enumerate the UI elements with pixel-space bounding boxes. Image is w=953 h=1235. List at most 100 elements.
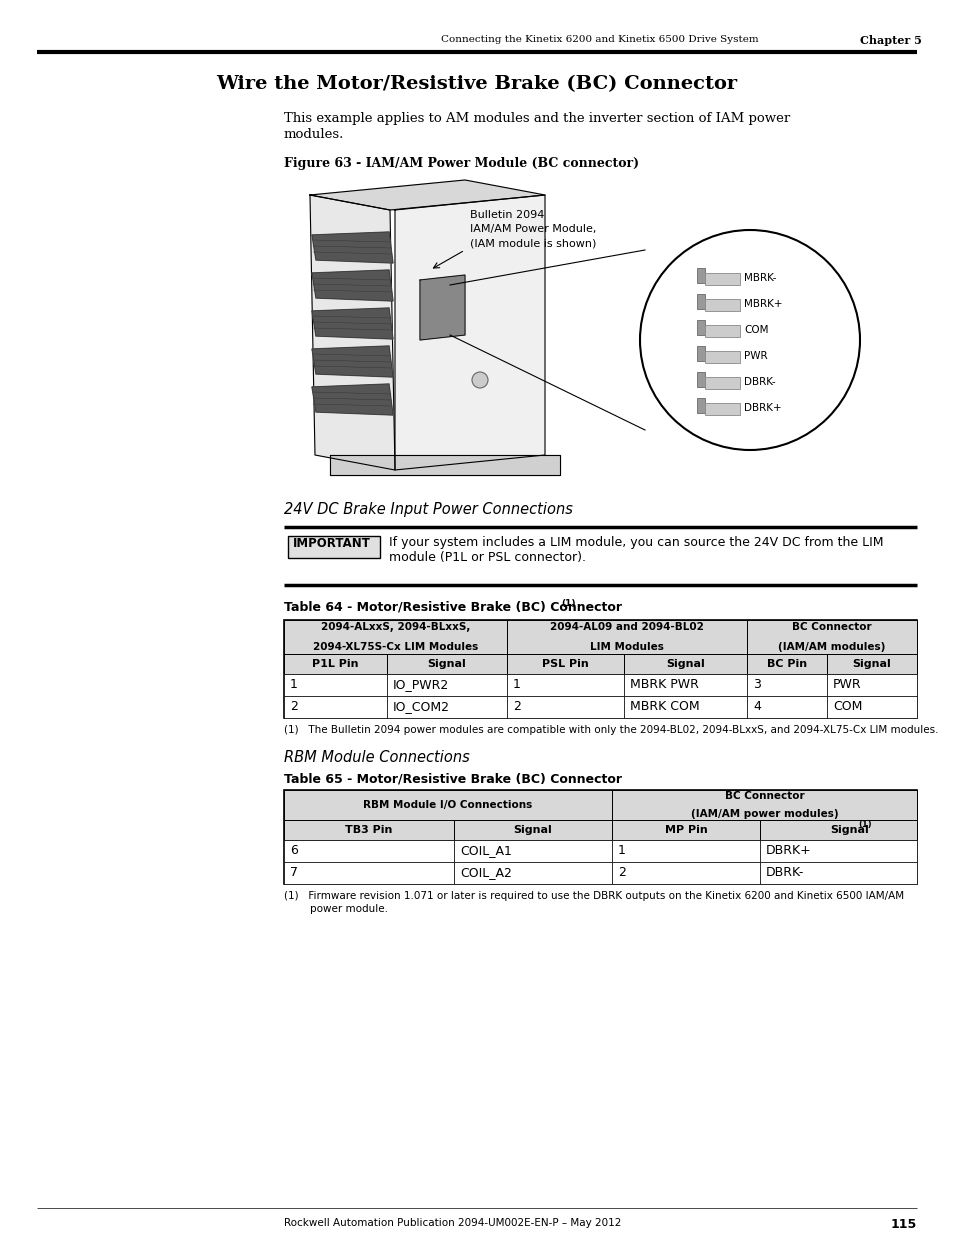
Polygon shape — [312, 384, 393, 415]
Polygon shape — [312, 308, 393, 338]
Text: PWR: PWR — [832, 678, 861, 692]
Text: RBM Module Connections: RBM Module Connections — [284, 750, 469, 764]
Text: MBRK+: MBRK+ — [743, 299, 781, 309]
Circle shape — [639, 230, 859, 450]
Text: If your system includes a LIM module, you can source the 24V DC from the LIM: If your system includes a LIM module, yo… — [389, 536, 882, 550]
FancyBboxPatch shape — [506, 620, 746, 655]
Text: 7: 7 — [290, 867, 297, 879]
Text: DBRK+: DBRK+ — [743, 403, 781, 412]
FancyBboxPatch shape — [697, 320, 704, 335]
Text: BC Pin: BC Pin — [766, 659, 806, 669]
Text: COIL_A2: COIL_A2 — [459, 867, 512, 879]
Text: IMPORTANT: IMPORTANT — [293, 537, 371, 550]
Text: DBRK-: DBRK- — [765, 867, 803, 879]
FancyBboxPatch shape — [826, 655, 916, 674]
Text: 4: 4 — [752, 700, 760, 714]
FancyBboxPatch shape — [612, 840, 760, 862]
Text: 24V DC Brake Input Power Connections: 24V DC Brake Input Power Connections — [284, 501, 572, 517]
Text: Chapter 5: Chapter 5 — [859, 35, 921, 46]
Polygon shape — [312, 346, 393, 377]
Text: Figure 63 - IAM/AM Power Module (BC connector): Figure 63 - IAM/AM Power Module (BC conn… — [284, 157, 639, 170]
FancyBboxPatch shape — [704, 273, 740, 285]
Text: PWR: PWR — [743, 351, 767, 361]
Text: Wire the Motor/Resistive Brake (BC) Connector: Wire the Motor/Resistive Brake (BC) Conn… — [216, 75, 737, 93]
FancyBboxPatch shape — [284, 790, 916, 884]
Text: (IAM module is shown): (IAM module is shown) — [470, 238, 596, 248]
FancyBboxPatch shape — [612, 820, 760, 840]
Text: 2094-AL09 and 2094-BL02: 2094-AL09 and 2094-BL02 — [550, 622, 703, 632]
Polygon shape — [310, 180, 544, 210]
Text: Signal: Signal — [852, 659, 890, 669]
FancyBboxPatch shape — [288, 536, 379, 558]
Text: Signal: Signal — [665, 659, 704, 669]
FancyBboxPatch shape — [623, 655, 746, 674]
FancyBboxPatch shape — [506, 655, 623, 674]
FancyBboxPatch shape — [760, 862, 916, 884]
Text: modules.: modules. — [284, 128, 344, 141]
Polygon shape — [310, 195, 395, 471]
Text: This example applies to AM modules and the inverter section of IAM power: This example applies to AM modules and t… — [284, 112, 789, 125]
Text: (IAM/AM modules): (IAM/AM modules) — [778, 642, 884, 652]
FancyBboxPatch shape — [506, 697, 623, 718]
Text: BC Connector: BC Connector — [791, 622, 871, 632]
Text: Rockwell Automation Publication 2094-UM002E-EN-P – May 2012: Rockwell Automation Publication 2094-UM0… — [284, 1218, 620, 1228]
FancyBboxPatch shape — [454, 820, 612, 840]
Polygon shape — [330, 454, 559, 475]
FancyBboxPatch shape — [704, 325, 740, 337]
Text: DBRK-: DBRK- — [743, 377, 775, 387]
FancyBboxPatch shape — [612, 790, 916, 820]
FancyBboxPatch shape — [704, 351, 740, 363]
Text: IO_COM2: IO_COM2 — [393, 700, 450, 714]
FancyBboxPatch shape — [387, 697, 506, 718]
Text: IAM/AM Power Module,: IAM/AM Power Module, — [470, 224, 596, 233]
Polygon shape — [312, 270, 393, 301]
Text: Signal: Signal — [830, 825, 868, 835]
Text: TB3 Pin: TB3 Pin — [345, 825, 393, 835]
Text: (1)   Firmware revision 1.071 or later is required to use the DBRK outputs on th: (1) Firmware revision 1.071 or later is … — [284, 890, 903, 902]
FancyBboxPatch shape — [697, 372, 704, 387]
Text: MP Pin: MP Pin — [664, 825, 706, 835]
Text: Bulletin 2094: Bulletin 2094 — [470, 210, 544, 220]
Text: Signal: Signal — [427, 659, 466, 669]
FancyBboxPatch shape — [697, 268, 704, 283]
Text: COM: COM — [832, 700, 862, 714]
Text: MBRK-: MBRK- — [743, 273, 776, 283]
Text: 2: 2 — [618, 867, 625, 879]
Text: COM: COM — [743, 325, 768, 335]
FancyBboxPatch shape — [704, 377, 740, 389]
Text: (1): (1) — [858, 820, 871, 830]
Text: (IAM/AM power modules): (IAM/AM power modules) — [690, 809, 838, 819]
FancyBboxPatch shape — [284, 862, 454, 884]
FancyBboxPatch shape — [284, 790, 612, 820]
Text: BC Connector: BC Connector — [724, 790, 803, 802]
Text: MBRK PWR: MBRK PWR — [629, 678, 699, 692]
FancyBboxPatch shape — [697, 398, 704, 412]
Text: 1: 1 — [618, 845, 625, 857]
Text: Connecting the Kinetix 6200 and Kinetix 6500 Drive System: Connecting the Kinetix 6200 and Kinetix … — [440, 36, 758, 44]
Text: RBM Module I/O Connections: RBM Module I/O Connections — [363, 800, 532, 810]
Text: 2094-XL75S-Cx LIM Modules: 2094-XL75S-Cx LIM Modules — [313, 642, 477, 652]
Text: 115: 115 — [890, 1218, 916, 1231]
FancyBboxPatch shape — [284, 620, 916, 718]
FancyBboxPatch shape — [506, 674, 623, 697]
Text: Table 65 - Motor/Resistive Brake (BC) Connector: Table 65 - Motor/Resistive Brake (BC) Co… — [284, 772, 621, 785]
Text: 6: 6 — [290, 845, 297, 857]
Text: COIL_A1: COIL_A1 — [459, 845, 512, 857]
Text: LIM Modules: LIM Modules — [590, 642, 663, 652]
Polygon shape — [395, 195, 544, 471]
FancyBboxPatch shape — [760, 840, 916, 862]
Polygon shape — [312, 232, 393, 263]
Text: 1: 1 — [513, 678, 520, 692]
FancyBboxPatch shape — [284, 655, 387, 674]
FancyBboxPatch shape — [746, 620, 916, 655]
Text: MBRK COM: MBRK COM — [629, 700, 699, 714]
FancyBboxPatch shape — [746, 655, 826, 674]
Text: (1): (1) — [560, 599, 575, 608]
Text: DBRK+: DBRK+ — [765, 845, 811, 857]
FancyBboxPatch shape — [284, 674, 387, 697]
FancyBboxPatch shape — [454, 862, 612, 884]
FancyBboxPatch shape — [623, 674, 746, 697]
FancyBboxPatch shape — [623, 697, 746, 718]
FancyBboxPatch shape — [697, 346, 704, 361]
Text: (1)   The Bulletin 2094 power modules are compatible with only the 2094-BL02, 20: (1) The Bulletin 2094 power modules are … — [284, 725, 938, 735]
